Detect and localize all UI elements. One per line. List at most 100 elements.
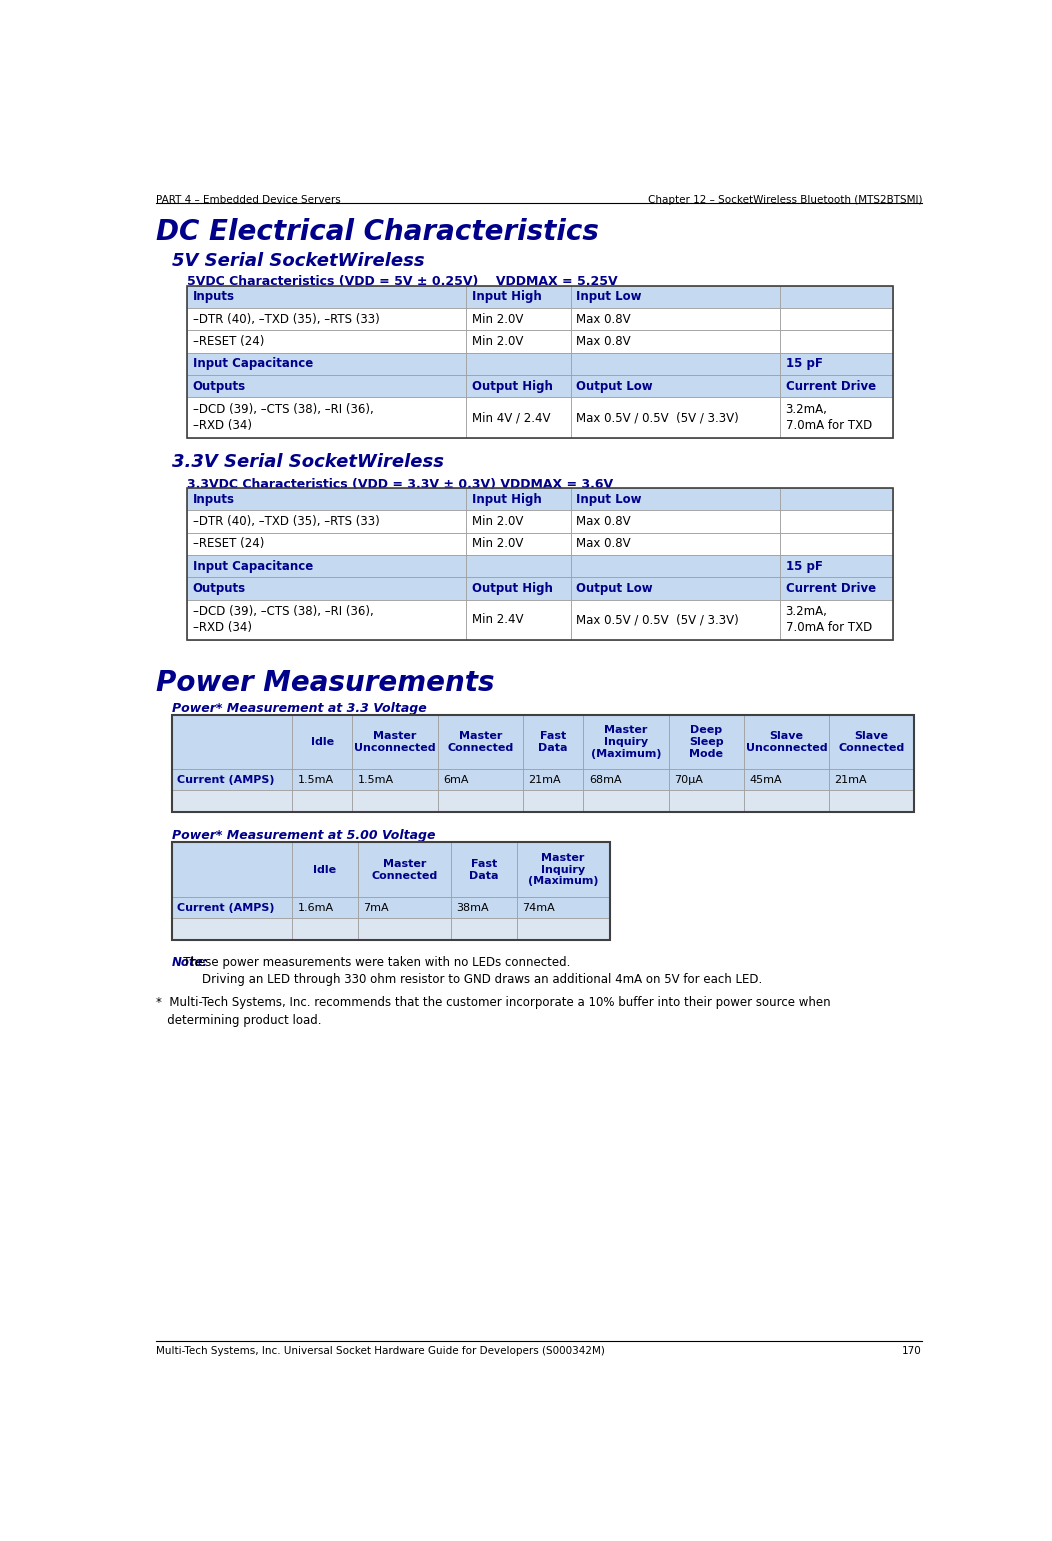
Bar xyxy=(187,599,892,640)
Text: Fast
Data: Fast Data xyxy=(469,858,499,880)
Text: Min 4V / 2.4V: Min 4V / 2.4V xyxy=(471,411,550,424)
Text: 15 pF: 15 pF xyxy=(786,559,823,573)
Bar xyxy=(187,578,466,599)
Bar xyxy=(744,791,829,812)
Bar xyxy=(466,308,571,330)
Bar xyxy=(171,918,610,940)
Bar xyxy=(781,488,892,510)
Bar xyxy=(829,791,914,812)
Bar xyxy=(171,791,291,812)
Bar xyxy=(781,510,892,533)
Text: Min 2.4V: Min 2.4V xyxy=(471,613,523,626)
Text: 38mA: 38mA xyxy=(457,903,489,912)
Bar xyxy=(187,533,466,555)
Bar xyxy=(187,374,892,398)
Bar xyxy=(451,897,517,918)
Text: Max 0.5V / 0.5V  (5V / 3.3V): Max 0.5V / 0.5V (5V / 3.3V) xyxy=(576,613,740,626)
Bar xyxy=(571,308,781,330)
Bar xyxy=(583,769,669,791)
Bar xyxy=(187,374,466,398)
Bar xyxy=(466,374,571,398)
Bar xyxy=(291,843,358,897)
Bar xyxy=(171,897,291,918)
Text: Min 2.0V: Min 2.0V xyxy=(471,538,523,550)
Text: 70µA: 70µA xyxy=(674,775,703,784)
Text: Slave
Connected: Slave Connected xyxy=(838,732,905,754)
Text: Slave
Unconnected: Slave Unconnected xyxy=(746,732,827,754)
Text: Master
Connected: Master Connected xyxy=(447,732,513,754)
Bar xyxy=(571,285,781,308)
Text: Idle: Idle xyxy=(310,737,333,747)
Bar xyxy=(669,791,744,812)
Text: –RESET (24): –RESET (24) xyxy=(193,538,264,550)
Text: 21mA: 21mA xyxy=(834,775,867,784)
Bar xyxy=(781,308,892,330)
Text: 15 pF: 15 pF xyxy=(786,358,823,370)
Text: –RESET (24): –RESET (24) xyxy=(193,334,264,348)
Text: *  Multi-Tech Systems, Inc. recommends that the customer incorporate a 10% buffe: * Multi-Tech Systems, Inc. recommends th… xyxy=(157,997,831,1028)
Text: Deep
Sleep
Mode: Deep Sleep Mode xyxy=(689,726,724,758)
Bar xyxy=(583,715,669,769)
Bar xyxy=(187,398,466,438)
Bar xyxy=(571,599,781,640)
Text: Power* Measurement at 3.3 Voltage: Power* Measurement at 3.3 Voltage xyxy=(171,701,426,715)
Bar xyxy=(291,897,358,918)
Bar xyxy=(187,353,466,374)
Bar xyxy=(829,769,914,791)
Bar xyxy=(171,843,610,940)
Text: PART 4 – Embedded Device Servers: PART 4 – Embedded Device Servers xyxy=(157,194,341,205)
Bar xyxy=(291,769,352,791)
Text: Output High: Output High xyxy=(471,379,552,393)
Bar xyxy=(669,715,744,769)
Bar xyxy=(669,769,744,791)
Text: Max 0.5V / 0.5V  (5V / 3.3V): Max 0.5V / 0.5V (5V / 3.3V) xyxy=(576,411,740,424)
Text: 7mA: 7mA xyxy=(363,903,389,912)
Bar xyxy=(187,308,466,330)
Text: Current Drive: Current Drive xyxy=(786,379,875,393)
Bar xyxy=(187,398,892,438)
Text: Output High: Output High xyxy=(471,582,552,595)
Bar xyxy=(187,533,892,555)
Text: 3.2mA,
7.0mA for TXD: 3.2mA, 7.0mA for TXD xyxy=(786,404,872,431)
Text: Current (AMPS): Current (AMPS) xyxy=(177,903,275,912)
Bar xyxy=(781,285,892,308)
Text: 3.3VDC Characteristics (VDD = 3.3V ± 0.3V) VDDMAX = 3.6V: 3.3VDC Characteristics (VDD = 3.3V ± 0.3… xyxy=(187,478,613,492)
Bar xyxy=(171,843,291,897)
Text: Outputs: Outputs xyxy=(193,379,246,393)
Bar xyxy=(171,918,291,940)
Bar xyxy=(171,791,914,812)
Bar xyxy=(187,330,892,353)
Bar xyxy=(438,715,523,769)
Bar xyxy=(187,599,466,640)
Text: 1.5mA: 1.5mA xyxy=(358,775,393,784)
Text: Outputs: Outputs xyxy=(193,582,246,595)
Bar xyxy=(291,715,352,769)
Bar xyxy=(523,715,583,769)
Bar xyxy=(451,918,517,940)
Bar xyxy=(571,374,781,398)
Bar xyxy=(781,374,892,398)
Bar xyxy=(466,330,571,353)
Bar xyxy=(171,897,610,918)
Text: Max 0.8V: Max 0.8V xyxy=(576,313,631,325)
Bar xyxy=(571,330,781,353)
Bar xyxy=(781,330,892,353)
Bar xyxy=(517,897,610,918)
Bar xyxy=(466,285,571,308)
Text: Input Capacitance: Input Capacitance xyxy=(193,559,313,573)
Bar xyxy=(187,555,466,578)
Text: –DTR (40), –TXD (35), –RTS (33): –DTR (40), –TXD (35), –RTS (33) xyxy=(193,515,380,529)
Text: 74mA: 74mA xyxy=(522,903,554,912)
Text: Chapter 12 – SocketWireless Bluetooth (MTS2BTSMI): Chapter 12 – SocketWireless Bluetooth (M… xyxy=(647,194,922,205)
Bar xyxy=(583,791,669,812)
Text: Master
Unconnected: Master Unconnected xyxy=(355,732,436,754)
Text: Power Measurements: Power Measurements xyxy=(157,669,494,697)
Text: Current (AMPS): Current (AMPS) xyxy=(177,775,275,784)
Bar xyxy=(466,398,571,438)
Text: Master
Connected: Master Connected xyxy=(371,858,438,880)
Text: Input High: Input High xyxy=(471,290,542,304)
Text: Min 2.0V: Min 2.0V xyxy=(471,334,523,348)
Bar xyxy=(187,488,892,510)
Bar xyxy=(187,308,892,330)
Text: Input Capacitance: Input Capacitance xyxy=(193,358,313,370)
